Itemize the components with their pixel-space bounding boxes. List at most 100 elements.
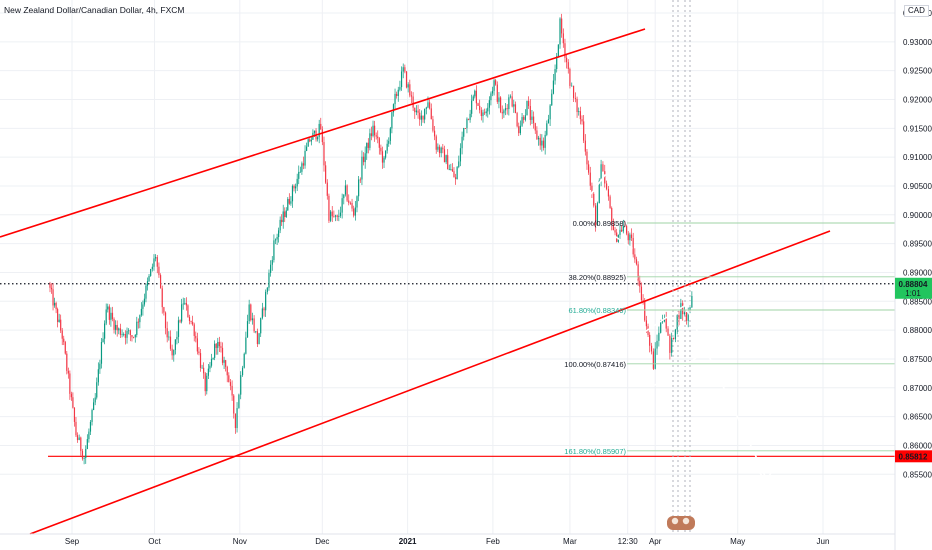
candle-body — [246, 321, 249, 338]
current-price-tag: 0.88804 — [899, 280, 928, 289]
candle-body — [193, 324, 195, 336]
candle-body — [640, 286, 643, 301]
candle-body — [600, 164, 602, 181]
fib-label: 38.20%(0.88925) — [568, 273, 626, 282]
time-axis[interactable]: Sep Oct Nov Dec 2021 Feb Mar 12:30 Apr May Jun — [65, 516, 830, 546]
candle-body — [614, 230, 616, 233]
candle-body — [163, 307, 165, 313]
candle-body — [490, 93, 492, 101]
candle-body — [291, 185, 294, 202]
candle-body — [325, 165, 327, 183]
candle-body — [140, 308, 142, 316]
candle-body — [667, 328, 669, 336]
candle-body — [215, 343, 217, 348]
candle-body — [479, 105, 481, 111]
candle-body — [210, 358, 213, 366]
candle-body — [593, 193, 595, 206]
candle-body — [503, 110, 505, 114]
candle-body — [287, 198, 289, 211]
candle-body — [433, 130, 436, 137]
candle-body — [113, 319, 115, 330]
candle-body — [576, 98, 578, 113]
candle-body — [64, 342, 66, 354]
candle-body — [475, 90, 477, 104]
candle-body — [650, 345, 653, 352]
x-tick-label: Sep — [65, 537, 80, 546]
candle-body — [270, 264, 272, 273]
candle-body — [169, 336, 172, 349]
candle-body — [271, 259, 273, 265]
candle-body — [195, 335, 197, 339]
candle-body — [110, 312, 112, 320]
candle-body — [499, 97, 502, 113]
candle-body — [422, 115, 424, 120]
candle-body — [86, 439, 88, 450]
candle-body — [268, 272, 270, 288]
candle-body — [402, 67, 404, 72]
candle-body — [321, 129, 323, 143]
candle-body — [93, 402, 95, 411]
candle-body — [309, 139, 311, 142]
candle-body — [665, 318, 667, 329]
candle-body — [226, 366, 228, 376]
candle-body — [438, 146, 441, 154]
candle-body — [375, 135, 377, 137]
candle-body — [586, 151, 588, 165]
x-tick-label: Feb — [486, 537, 500, 546]
candle-body — [516, 113, 518, 127]
candle-body — [233, 395, 235, 414]
candle-body — [529, 106, 531, 120]
candle-body — [329, 211, 332, 221]
candle-body — [298, 171, 300, 179]
candle-body — [231, 385, 233, 396]
candle-body — [501, 112, 503, 114]
candle-body — [562, 33, 564, 44]
candle-body — [94, 397, 96, 403]
candle-body — [399, 87, 401, 90]
y-tick-label: 0.88500 — [903, 297, 932, 306]
candle-body — [290, 201, 292, 204]
x-tick-label: Mar — [563, 537, 577, 546]
candle-body — [164, 312, 167, 329]
candle-body — [572, 85, 575, 99]
candle-body — [214, 343, 216, 358]
candle-body — [630, 234, 633, 239]
candle-body — [133, 337, 135, 339]
candle-body — [672, 337, 675, 340]
candle-body — [221, 347, 224, 363]
candle-body — [261, 308, 263, 319]
candle-body — [229, 382, 232, 386]
candle-body — [185, 302, 187, 306]
candle-body — [218, 341, 220, 347]
candle-body — [99, 363, 101, 370]
trend-drawings — [0, 0, 831, 535]
candle-body — [288, 198, 290, 204]
candle-body — [108, 306, 110, 320]
candle-body — [391, 112, 393, 129]
candle-body — [334, 215, 337, 217]
support-price-tag: 0.85812 — [899, 452, 928, 461]
candlestick-series — [49, 13, 693, 465]
candle-body — [424, 108, 426, 120]
candle-body — [333, 216, 335, 218]
candle-body — [518, 126, 520, 134]
candle-body — [660, 322, 662, 333]
candle-body — [73, 407, 76, 422]
candle-body — [188, 317, 191, 322]
y-tick-label: 0.90000 — [903, 211, 932, 220]
candle-body — [274, 239, 277, 241]
candle-body — [385, 150, 387, 158]
candle-body — [102, 338, 104, 343]
candle-body — [691, 295, 693, 308]
candle-body — [107, 306, 109, 310]
candle-body — [313, 130, 316, 133]
candle-body — [537, 137, 540, 140]
candle-body — [579, 111, 581, 120]
y-tick-label: 0.93000 — [903, 38, 932, 47]
candle-body — [367, 142, 369, 148]
candle-body — [145, 285, 147, 299]
candle-body — [174, 339, 176, 350]
y-tick-label: 0.92000 — [903, 95, 932, 104]
